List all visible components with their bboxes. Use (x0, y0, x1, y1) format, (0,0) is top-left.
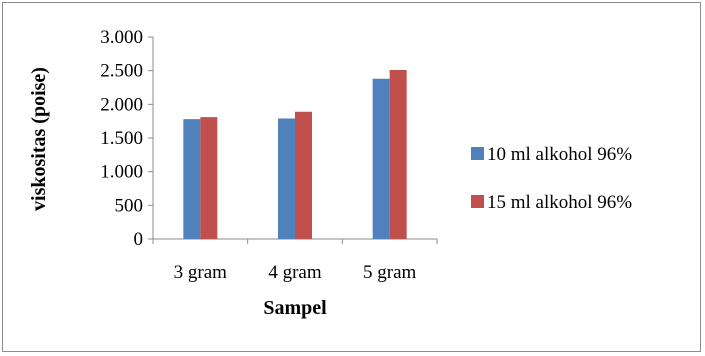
bar-series-1 (183, 119, 201, 239)
x-tick-label: 3 gram (174, 262, 228, 283)
bar-series-2 (389, 69, 407, 239)
x-tick-label: 4 gram (268, 262, 322, 283)
x-ticks: 3 gram 4 gram 5 gram (152, 239, 438, 283)
bar-series-2 (200, 117, 218, 239)
legend-label: 15 ml alkohol 96% (487, 192, 632, 213)
bar-series-1 (278, 118, 295, 239)
y-tick-label: 3.000 (100, 27, 143, 48)
bars (183, 69, 407, 239)
y-tick-label: 500 (115, 195, 144, 216)
legend: 10 ml alkohol 96% 15 ml alkohol 96% (471, 144, 632, 213)
y-tick-label: 1.500 (100, 128, 143, 149)
y-tick-label: 2.500 (100, 61, 143, 82)
plot-area: 0 500 1.000 1.500 2.000 2.500 3.000 3 gram 4 gr… (100, 27, 438, 283)
bar-series-1 (372, 78, 390, 239)
y-axis-title: viskositas (poise) (28, 67, 50, 211)
legend-swatch (471, 195, 484, 208)
chart-frame (2, 2, 701, 352)
y-tick-label: 0 (134, 229, 144, 250)
bar-series-2 (295, 111, 312, 239)
x-axis-title: Sampel (263, 297, 327, 319)
y-ticks: 0 500 1.000 1.500 2.000 2.500 3.000 (100, 27, 153, 250)
legend-label: 10 ml alkohol 96% (487, 144, 632, 165)
y-tick-label: 1.000 (100, 162, 143, 183)
y-tick-label: 2.000 (100, 94, 143, 115)
x-tick-label: 5 gram (363, 262, 417, 283)
legend-swatch (471, 147, 484, 160)
